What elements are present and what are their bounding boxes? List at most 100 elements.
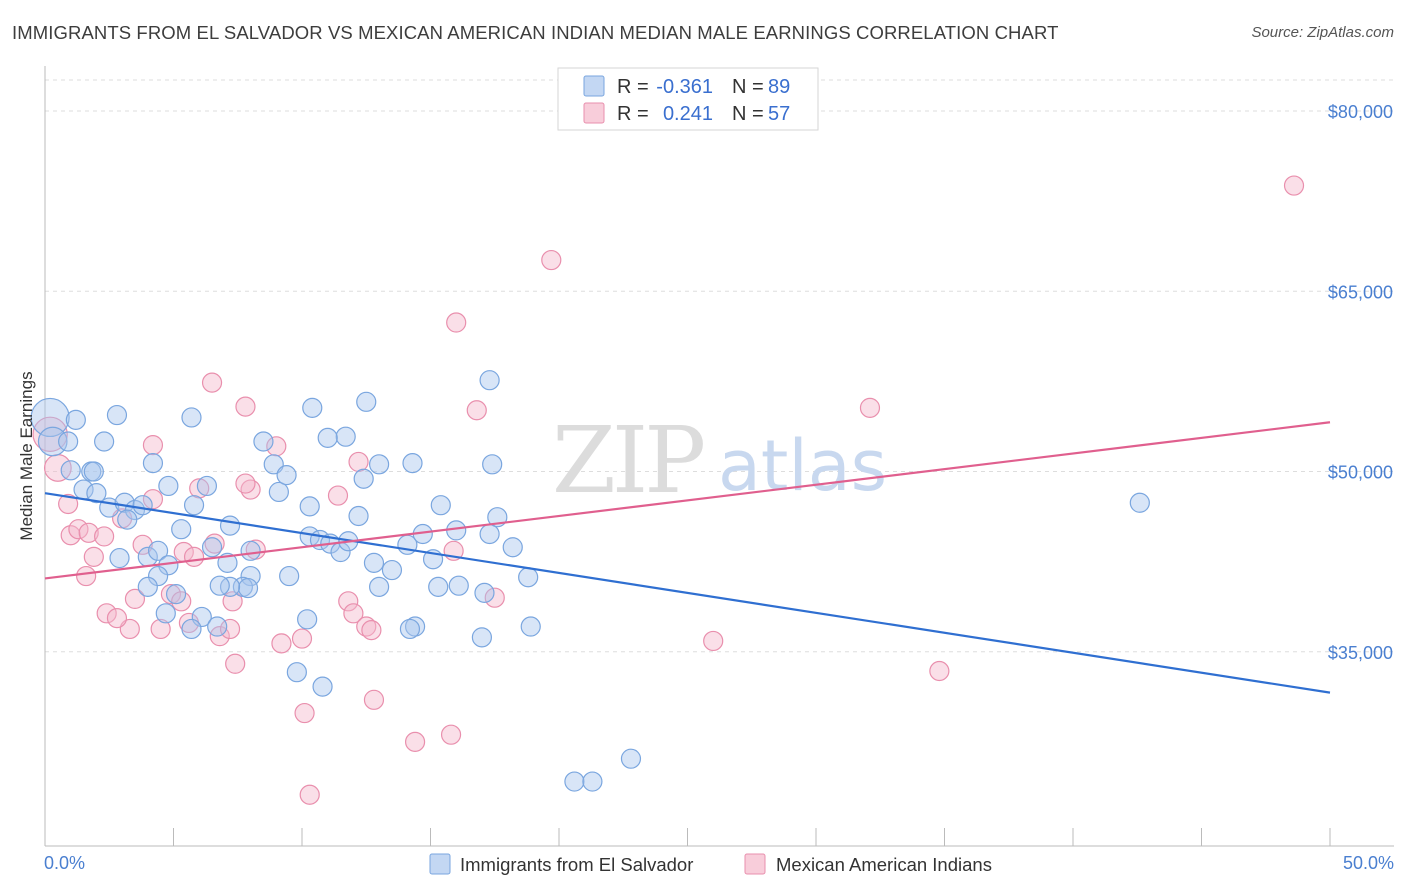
pink-point xyxy=(76,565,97,587)
pink-point xyxy=(235,473,256,494)
pink-point xyxy=(78,522,99,543)
blue-point xyxy=(428,576,449,597)
blue-point xyxy=(94,431,115,452)
pink-point xyxy=(343,603,364,624)
blue-trend-line xyxy=(44,492,1331,694)
pink-point xyxy=(142,489,164,510)
pink-point xyxy=(160,583,182,605)
pink-point xyxy=(859,397,881,418)
pink-point xyxy=(201,372,223,393)
pink-point xyxy=(119,618,140,640)
x-tick-label-left: 0.0% xyxy=(44,853,85,873)
series-legend-swatch-blue xyxy=(429,853,451,875)
pink-point xyxy=(266,436,287,457)
blue-point xyxy=(171,519,192,540)
blue-point xyxy=(240,565,261,587)
blue-point xyxy=(158,475,179,497)
blue-point xyxy=(479,523,500,545)
pink-point xyxy=(225,653,246,674)
blue-point xyxy=(502,537,523,558)
blue-point xyxy=(263,454,284,475)
blue-point xyxy=(83,461,104,482)
blue-point xyxy=(582,771,603,792)
pink-point xyxy=(171,591,192,612)
blue-point xyxy=(142,453,164,474)
stats-legend-n-label: N = xyxy=(732,103,764,125)
pink-point xyxy=(466,400,487,421)
pink-point xyxy=(703,630,724,652)
pink-point xyxy=(484,587,505,608)
blue-point xyxy=(86,483,107,504)
pink-point xyxy=(124,588,146,609)
blue-point xyxy=(155,603,176,624)
pink-point xyxy=(338,591,359,612)
blue-point xyxy=(137,576,158,597)
pink-point xyxy=(327,485,349,506)
blue-point xyxy=(219,515,241,536)
series-legend-label-pink: Mexican American Indians xyxy=(776,854,992,875)
pink-point xyxy=(58,493,79,515)
blue-point xyxy=(237,577,259,599)
blue-point xyxy=(286,662,307,683)
pink-point xyxy=(204,533,225,554)
stats-legend-r-value: -0.361 xyxy=(656,76,713,98)
pink-point xyxy=(235,396,256,417)
blue-point xyxy=(471,627,492,648)
pink-point xyxy=(94,526,115,547)
blue-point xyxy=(183,495,205,516)
blue-point xyxy=(60,460,81,481)
blue-point xyxy=(240,540,261,561)
series-legend-swatch-pink xyxy=(744,853,766,875)
blue-point xyxy=(276,465,297,486)
y-tick-label: $50,000 xyxy=(1328,463,1393,483)
pink-point xyxy=(446,312,467,333)
blue-point xyxy=(474,582,495,603)
pink-point xyxy=(96,603,117,624)
blue-point xyxy=(253,431,274,452)
blue-point xyxy=(65,409,86,430)
pink-trend-line xyxy=(44,421,1331,580)
blue-point xyxy=(482,454,503,475)
blue-point xyxy=(317,427,338,448)
blue-point xyxy=(518,567,539,588)
pink-point xyxy=(348,451,369,473)
blue-point xyxy=(369,576,390,597)
blue-point xyxy=(181,618,202,640)
blue-point xyxy=(402,453,423,474)
chart-title: IMMIGRANTS FROM EL SALVADOR VS MEXICAN A… xyxy=(12,22,1059,43)
blue-point xyxy=(353,468,374,489)
source-label: Source: ZipAtlas.com xyxy=(1251,24,1394,41)
pink-point xyxy=(83,546,104,567)
blue-point xyxy=(448,575,469,596)
blue-point xyxy=(363,552,385,573)
stats-legend-swatch-blue xyxy=(583,75,605,97)
blue-point xyxy=(181,407,202,428)
blue-point xyxy=(1129,492,1150,513)
blue-point xyxy=(196,475,218,497)
pink-point xyxy=(291,628,313,649)
pink-point xyxy=(271,633,292,654)
blue-point xyxy=(297,609,318,630)
blue-point xyxy=(279,565,300,587)
pink-point xyxy=(361,620,382,641)
blue-point xyxy=(219,576,241,597)
y-tick-label: $80,000 xyxy=(1328,102,1393,122)
trend-lines xyxy=(44,421,1331,694)
series-legend: Immigrants from El Salvador Mexican Amer… xyxy=(429,853,992,875)
blue-point xyxy=(356,391,377,412)
blue-point xyxy=(348,505,369,527)
blue-point xyxy=(147,540,169,561)
blue-point xyxy=(217,552,238,573)
stats-legend-swatch-pink xyxy=(583,102,605,124)
blue-point xyxy=(58,431,79,452)
blue-point xyxy=(446,520,467,541)
stats-legend: R = -0.361 N = 89 R = 0.241 N = 57 xyxy=(557,67,819,131)
stats-legend-r-value: 0.241 xyxy=(663,103,713,125)
y-tick-label: $35,000 xyxy=(1328,643,1393,663)
pink-point xyxy=(219,618,241,640)
blue-point xyxy=(114,492,135,513)
blue-point xyxy=(209,575,230,596)
blue-point xyxy=(479,370,500,391)
pink-point xyxy=(106,608,128,629)
